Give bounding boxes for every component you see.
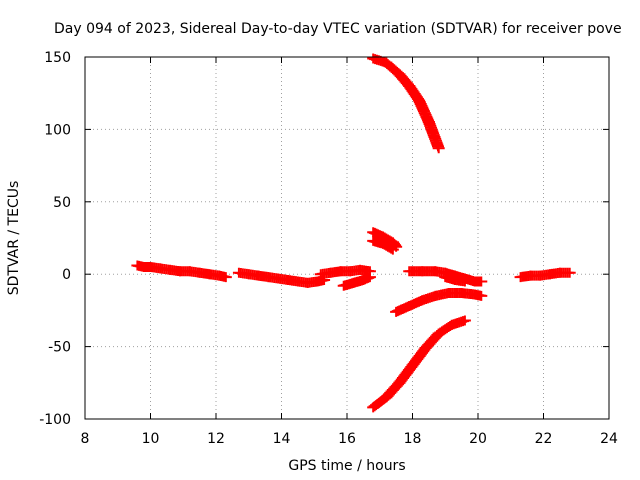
x-tick-label: 20 [469,431,487,447]
chart-title: Day 094 of 2023, Sidereal Day-to-day VTE… [54,21,622,37]
data-point [363,272,376,283]
x-tick-label: 22 [535,431,553,447]
y-tick-label: -100 [39,412,71,428]
series-track-i [439,272,471,287]
series-track-c [314,264,376,280]
y-tick-label: 150 [44,50,71,66]
x-tick-label: 14 [273,431,291,447]
y-tick-label: 0 [62,267,71,283]
data-point [219,272,232,283]
y-tick-label: 100 [44,122,71,138]
x-tick-label: 16 [338,431,356,447]
data-point [458,276,471,287]
x-tick-label: 8 [81,431,90,447]
data-point [458,315,471,326]
x-tick-label: 10 [142,431,160,447]
series-track-j [390,288,488,317]
series-track-a [131,260,232,283]
data-series [131,53,576,413]
y-tick-label: -50 [48,340,71,356]
grid-lines [85,57,609,419]
data-point [432,143,445,154]
y-axis-label: SDTVAR / TECUs [6,181,22,296]
x-tick-label: 12 [207,431,225,447]
x-axis-label: GPS time / hours [288,458,405,474]
x-tick-label: 18 [404,431,422,447]
data-point [475,276,488,287]
axis-ticks: 8 10 12 14 16 18 20 22 24 -100 -50 0 50 100 150 [39,50,618,447]
series-track-l [514,267,576,283]
series-track-d [337,272,376,291]
x-tick-label: 24 [600,431,618,447]
series-track-k [367,315,471,413]
series-track-e [367,53,445,154]
data-point [563,267,576,278]
series-track-g [367,235,399,255]
series-track-b [232,267,331,288]
data-point [475,290,488,301]
data-point [386,244,399,255]
y-tick-label: 50 [53,195,71,211]
